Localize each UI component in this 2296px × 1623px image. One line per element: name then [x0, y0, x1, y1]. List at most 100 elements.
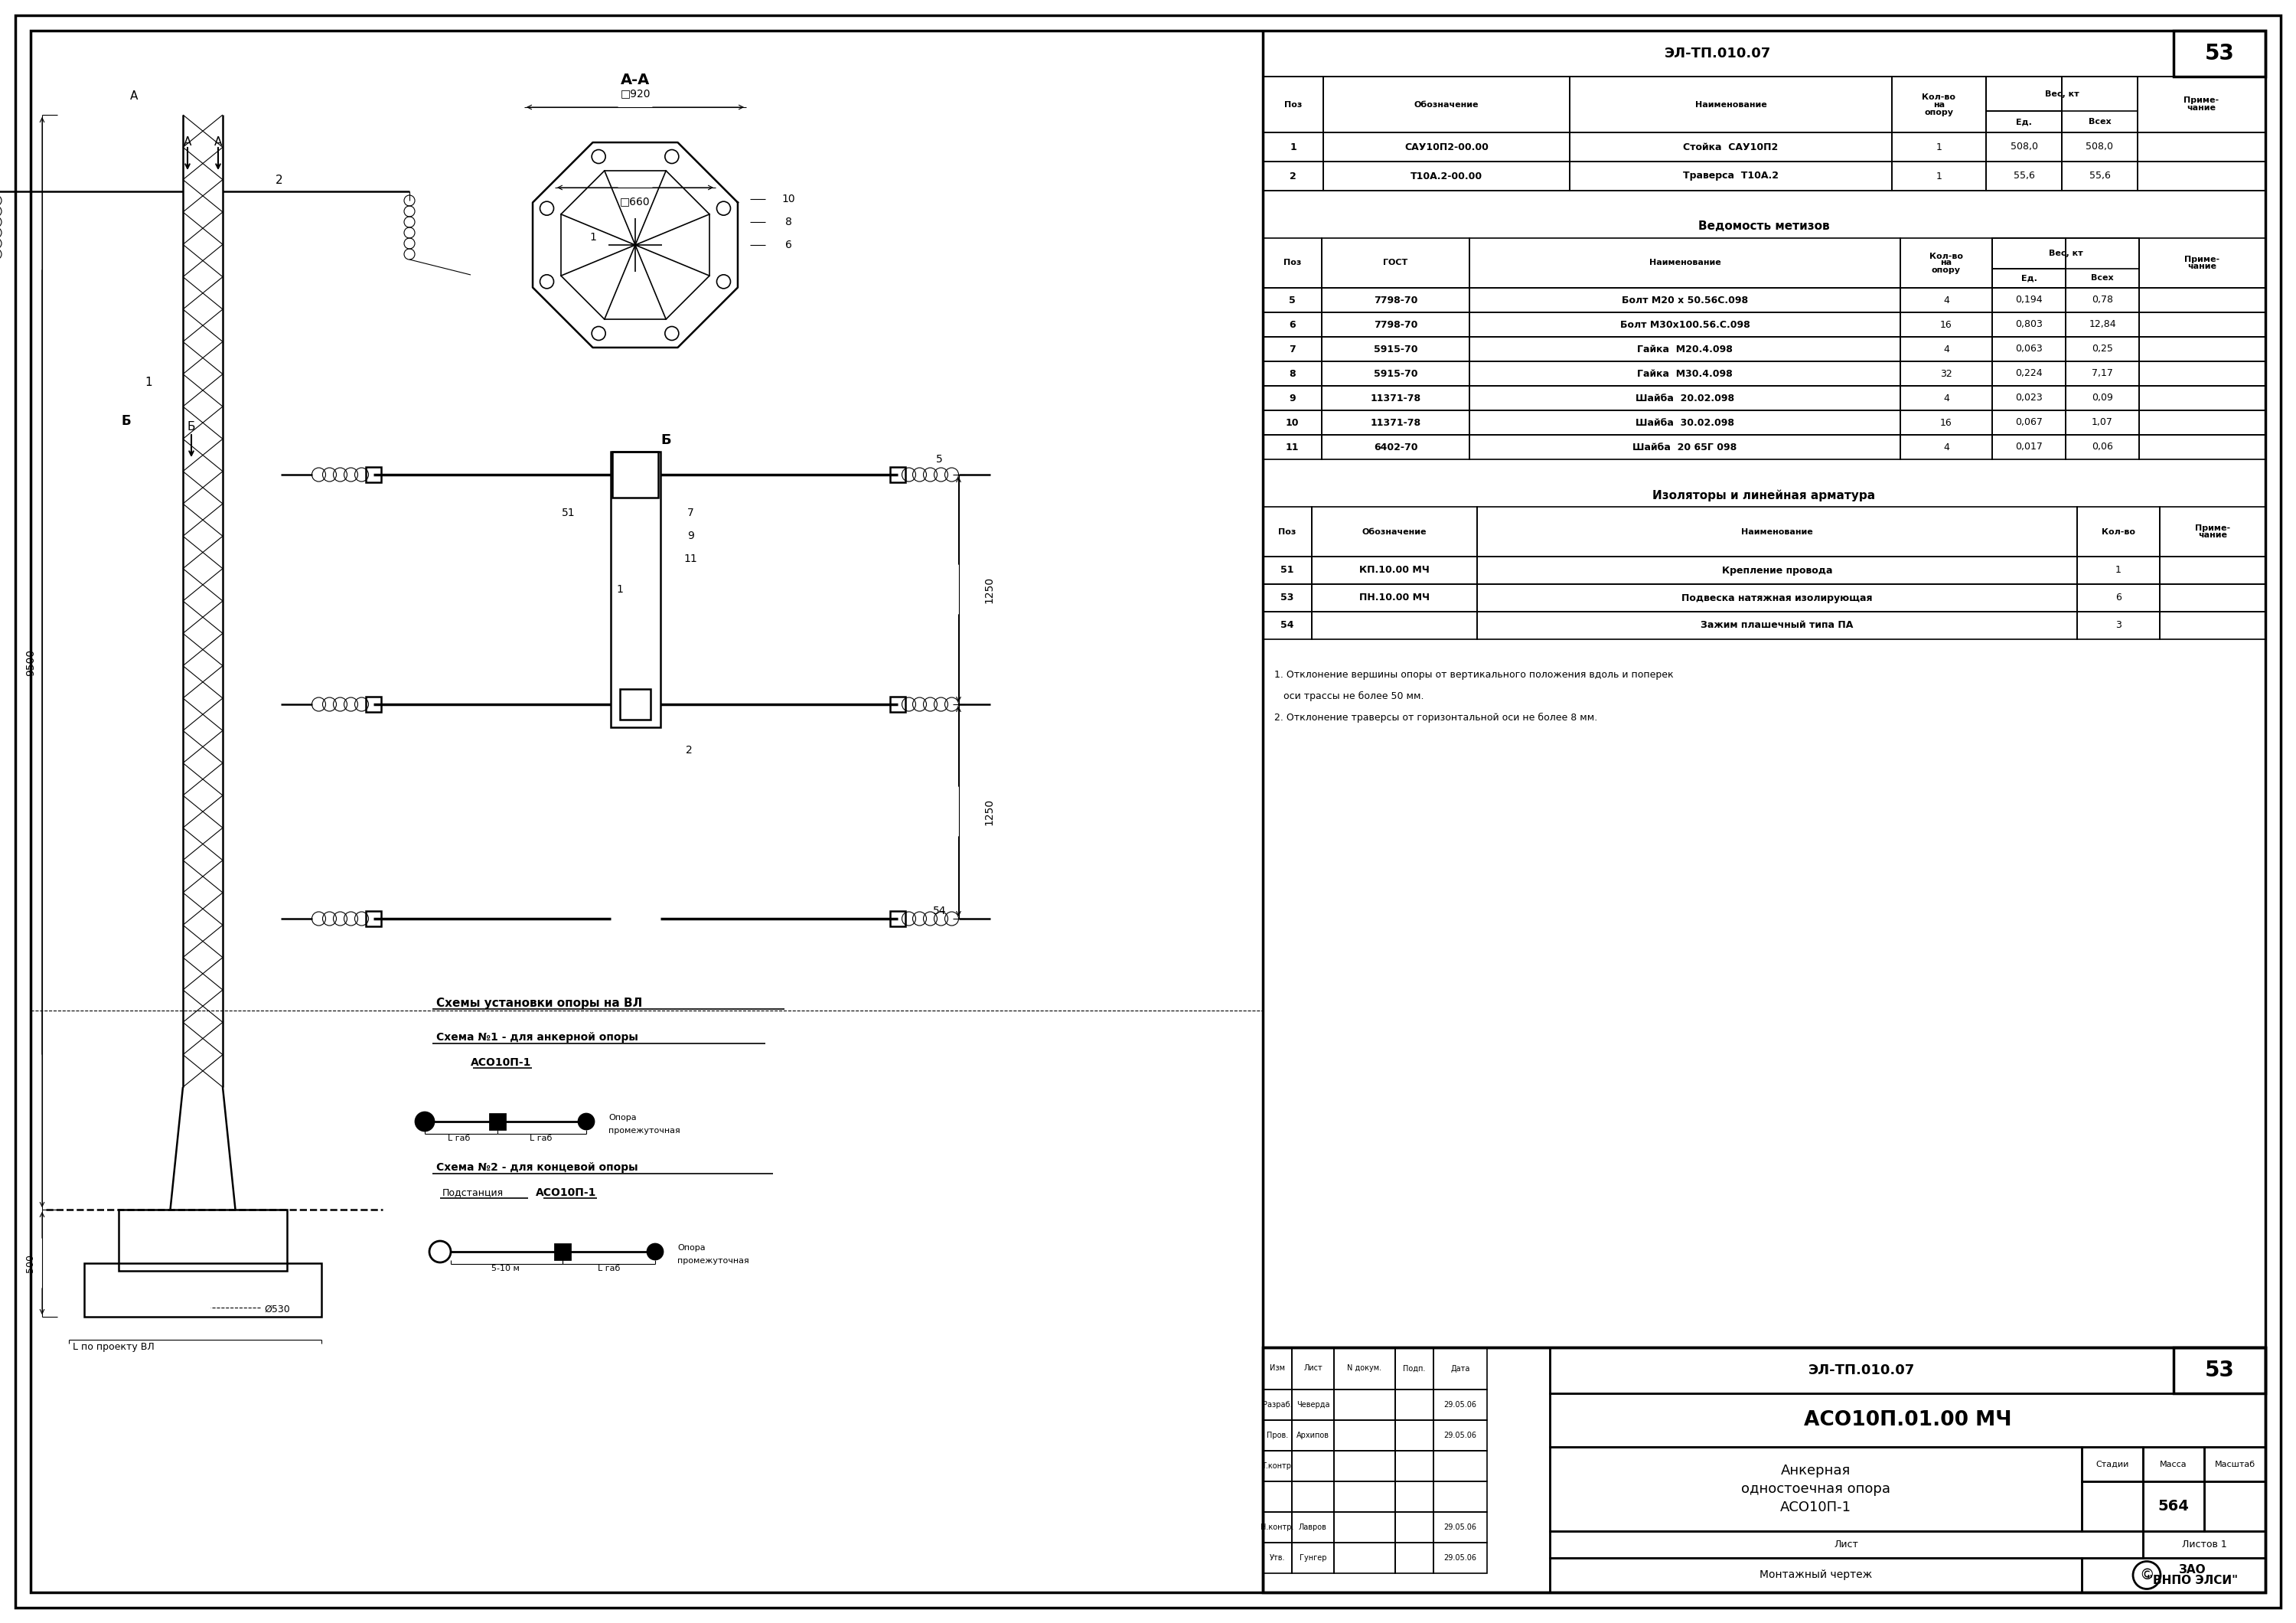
Text: Шайба  30.02.098: Шайба 30.02.098: [1635, 417, 1733, 427]
Bar: [1293, 1542, 1334, 1573]
Text: Б: Б: [188, 422, 195, 433]
Text: 10: 10: [1286, 417, 1300, 427]
Bar: [2066, 287, 2140, 312]
Text: 508,0: 508,0: [2011, 143, 2039, 153]
Text: Архипов: Архипов: [1297, 1431, 1329, 1440]
Bar: [1396, 1451, 1433, 1482]
Bar: [1311, 506, 1476, 557]
Text: КП.10.00 МЧ: КП.10.00 МЧ: [1359, 565, 1430, 575]
Text: 0,78: 0,78: [2092, 295, 2112, 305]
Bar: [556, 1245, 569, 1259]
Polygon shape: [533, 143, 737, 347]
Bar: [1396, 1513, 1433, 1542]
Text: 54: 54: [932, 906, 946, 917]
Bar: [1263, 1482, 1293, 1513]
Text: Листов 1: Листов 1: [2181, 1540, 2227, 1550]
Text: Ед.: Ед.: [2020, 274, 2037, 282]
Text: Болт М30х100.56.С.098: Болт М30х100.56.С.098: [1621, 320, 1750, 329]
Text: Обозначение: Обозначение: [1414, 101, 1479, 109]
Bar: [1263, 76, 1322, 133]
Text: А: А: [214, 136, 223, 148]
Bar: [1263, 557, 1311, 584]
Bar: [1469, 287, 1901, 312]
Bar: [1433, 1542, 1488, 1573]
Bar: [2082, 1558, 2266, 1592]
Bar: [1570, 133, 1892, 162]
Bar: [1263, 1542, 1293, 1573]
Text: АСО10П-1: АСО10П-1: [471, 1057, 533, 1068]
Text: 7: 7: [687, 508, 693, 518]
Text: 564: 564: [2158, 1500, 2188, 1514]
Bar: [1469, 411, 1901, 435]
Text: 55,6: 55,6: [2089, 170, 2110, 182]
Bar: [489, 1113, 505, 1130]
Bar: [2062, 76, 2138, 133]
Text: Гайка  М20.4.098: Гайка М20.4.098: [1637, 344, 1733, 354]
Bar: [1476, 612, 2078, 639]
Text: Поз: Поз: [1283, 101, 1302, 109]
Bar: [1433, 1389, 1488, 1420]
Bar: [1322, 386, 1469, 411]
Bar: [1263, 1513, 1293, 1542]
Bar: [1892, 76, 1986, 133]
Text: 51: 51: [1281, 565, 1295, 575]
Bar: [1263, 162, 2266, 190]
Text: Утв.: Утв.: [1270, 1555, 1286, 1561]
Bar: [1469, 312, 1901, 338]
Bar: [2066, 386, 2140, 411]
Bar: [1322, 312, 1469, 338]
Text: 5915-70: 5915-70: [1373, 344, 1417, 354]
Bar: [1993, 435, 2066, 459]
Bar: [1311, 612, 1476, 639]
Bar: [2066, 411, 2140, 435]
Text: Приме-: Приме-: [2183, 256, 2220, 263]
Text: 4: 4: [1942, 393, 1949, 403]
Text: 0,224: 0,224: [2016, 368, 2043, 378]
Text: 55,6: 55,6: [2014, 170, 2034, 182]
Circle shape: [666, 326, 680, 341]
Text: 0,25: 0,25: [2092, 344, 2112, 354]
Bar: [1263, 338, 1322, 362]
Text: 7798-70: 7798-70: [1373, 320, 1417, 329]
Bar: [1263, 31, 2174, 76]
Text: 9: 9: [687, 531, 693, 540]
Text: 508,0: 508,0: [2085, 143, 2112, 153]
Text: Гунгер: Гунгер: [1300, 1555, 1327, 1561]
Bar: [365, 467, 381, 482]
Bar: [1322, 162, 1570, 190]
Text: Масштаб: Масштаб: [2213, 1461, 2255, 1467]
Text: Наименование: Наименование: [1740, 527, 1814, 536]
Text: Чеверда: Чеверда: [1297, 1401, 1329, 1409]
Bar: [2142, 1530, 2266, 1558]
Bar: [2066, 435, 2140, 459]
Circle shape: [416, 1112, 434, 1131]
Bar: [2140, 312, 2266, 338]
Text: Ед.: Ед.: [2016, 118, 2032, 125]
Bar: [2204, 1448, 2266, 1482]
Bar: [1396, 1347, 1433, 1389]
Text: Дата: Дата: [1451, 1365, 1469, 1373]
Text: 10: 10: [781, 193, 794, 204]
Text: 4: 4: [1942, 441, 1949, 453]
Bar: [2140, 287, 2266, 312]
Text: 1. Отклонение вершины опоры от вертикального положения вдоль и поперек: 1. Отклонение вершины опоры от вертикаль…: [1274, 670, 1674, 680]
Bar: [1334, 1389, 1396, 1420]
Bar: [1334, 1513, 1396, 1542]
Bar: [2174, 31, 2266, 76]
Bar: [1334, 1482, 1396, 1513]
Text: 0,06: 0,06: [2092, 441, 2112, 453]
Bar: [1263, 362, 1322, 386]
Text: опору: опору: [1924, 109, 1954, 115]
Bar: [1993, 269, 2066, 287]
Text: Стадии: Стадии: [2096, 1461, 2128, 1467]
Text: на: на: [1933, 101, 1945, 109]
Bar: [1550, 1393, 2266, 1448]
Text: L габ: L габ: [597, 1264, 620, 1272]
Text: 12,84: 12,84: [2089, 320, 2117, 329]
Text: Ø530: Ø530: [264, 1305, 289, 1315]
Text: Т10А.2-00.00: Т10А.2-00.00: [1410, 170, 1483, 182]
Text: 11371-78: 11371-78: [1371, 417, 1421, 427]
Bar: [1293, 1451, 1334, 1482]
Text: 32: 32: [1940, 368, 1952, 378]
Circle shape: [666, 149, 680, 164]
